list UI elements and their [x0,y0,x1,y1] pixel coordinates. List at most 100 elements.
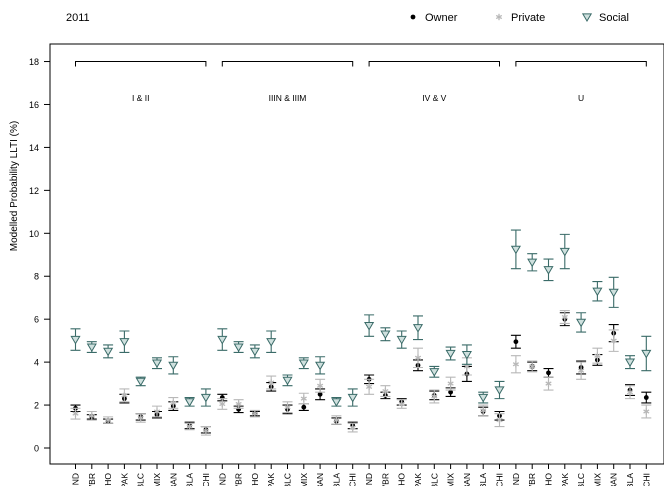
y-tick-label: 14 [29,143,39,153]
y-tick-label: 2 [34,401,39,411]
private-point [202,427,210,435]
private-point [594,352,601,359]
social-point [233,343,244,353]
private-point [626,388,634,396]
legend-owner-label: Owner [425,12,458,24]
x-tick-label: CHI [495,473,505,486]
x-tick-label: 3AN [315,473,325,486]
x-tick-label: PAK [266,473,276,486]
social-point [347,393,358,403]
private-point [512,361,520,368]
x-tick-label: BLA [478,473,488,486]
social-point [510,245,521,255]
x-tick-label: MIX [299,473,309,486]
chart-marks [70,229,652,436]
x-tick-label: VBR [527,473,537,486]
legend-social-label: Social [599,12,629,24]
group-label: IIIN & IIIM [269,93,307,103]
social-point [70,335,81,345]
private-point [529,363,536,370]
group-bracket [368,61,500,67]
group-label: I & II [132,93,149,103]
x-tick-label: VBR [380,473,390,486]
x-tick-label: /HO [250,473,260,486]
x-tick-label: 3AN [168,473,178,486]
x-tick-label: PAK [413,473,423,486]
owner-point [317,391,323,397]
x-tick-label: VBR [234,473,244,486]
social-point [200,393,211,403]
legend: Owner Private Social [410,12,629,24]
private-point [414,354,422,362]
social-point [135,377,146,387]
x-tick-label: MIX [592,473,602,486]
private-point [349,424,356,431]
social-point [151,359,163,369]
social-point [478,393,489,403]
x-tick-label: IND [364,473,374,486]
x-tick-label: MIX [446,473,456,486]
social-point [249,347,260,357]
social-point [298,359,309,369]
group-bracket [221,61,354,67]
social-point [624,358,636,368]
social-point [217,335,228,345]
private-point [561,313,568,321]
social-point [445,349,456,359]
social-point [461,350,472,360]
group-label: IV & V [422,93,446,103]
social-point [396,335,407,345]
y-axis-label: Modelled Probability LLTI (%) [9,121,20,251]
group-bracket [75,61,207,67]
social-point [315,361,326,371]
x-tick-label: /HO [544,473,554,486]
private-point [316,382,324,389]
social-point [592,287,603,297]
private-point [300,395,307,402]
private-point [333,416,340,424]
social-point [608,288,619,298]
private-point [121,392,128,399]
owner-point [643,395,649,400]
private-point [480,407,487,414]
chart-title: 2011 [66,12,90,24]
social-point [86,343,97,353]
x-tick-label: BLC [136,473,146,486]
legend-private-icon [495,13,503,21]
x-tick-label: IND [511,473,521,486]
social-point [380,330,391,340]
x-tick-label: 3AN [609,473,619,486]
legend-owner-icon [410,14,416,20]
y-tick-label: 18 [29,57,39,67]
private-point [88,412,95,419]
social-point [527,258,538,268]
private-point [235,400,242,408]
private-point [137,414,144,422]
private-point [365,383,373,391]
private-point [496,416,503,424]
social-point [494,386,505,396]
social-point [119,338,130,347]
x-tick-label: MIX [152,473,162,486]
x-tick-label: 3AN [462,473,472,486]
social-point [576,318,587,328]
x-tick-label: BLA [185,473,195,486]
y-tick-label: 6 [34,315,39,325]
y-tick-label: 0 [34,444,39,454]
x-tick-label: VBR [87,473,97,486]
y-tick-label: 4 [34,358,39,368]
private-point [153,408,161,415]
x-tick-label: PAK [119,473,129,486]
owner-point [546,370,551,376]
x-tick-label: PAK [560,473,570,486]
social-point [103,347,114,357]
x-tick-label: IND [217,473,227,486]
social-point [184,398,195,407]
private-point [431,393,438,400]
x-tick-label: BLC [283,473,293,486]
private-point [610,337,617,344]
group-label: U [578,93,584,103]
group-bracket [515,61,647,67]
social-point [641,349,652,359]
